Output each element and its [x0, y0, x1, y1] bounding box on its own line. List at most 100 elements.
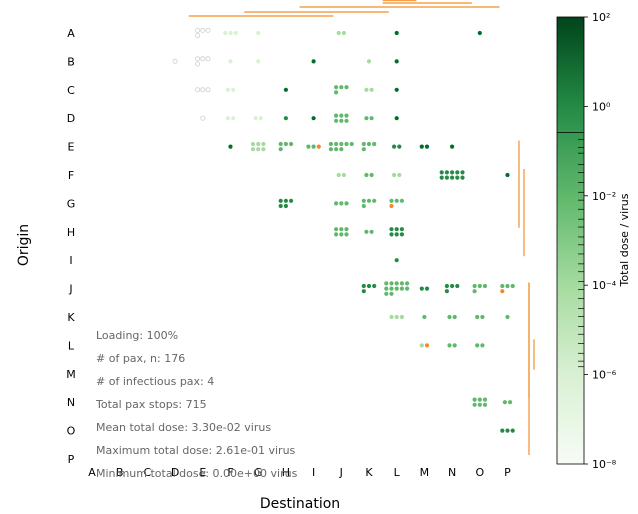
passenger-dot	[361, 283, 366, 289]
passenger-dot	[369, 229, 374, 234]
passenger-dot	[419, 286, 424, 291]
passenger-dot	[482, 402, 488, 407]
passenger-dot	[256, 141, 261, 147]
passenger-dot	[344, 118, 349, 123]
passenger-dot	[472, 402, 477, 407]
passenger-dot	[475, 314, 480, 320]
passenger-dot	[477, 283, 482, 289]
passenger-dot	[311, 116, 316, 121]
passenger-dot	[250, 147, 256, 152]
passenger-dot	[389, 291, 394, 296]
passenger-dot	[278, 141, 283, 147]
passenger-dot	[505, 428, 510, 433]
passenger-dot	[364, 229, 369, 234]
passenger-dot	[452, 314, 457, 320]
passenger-dot	[450, 144, 455, 149]
passenger-dot	[439, 170, 444, 175]
x-tick-f: F	[227, 466, 233, 479]
info-pax: # of pax, n: 176	[96, 352, 185, 365]
x-tick-c: C	[144, 466, 152, 479]
passenger-dot	[344, 113, 349, 118]
passenger-dot	[334, 90, 339, 95]
passenger-dot	[339, 147, 344, 152]
passenger-dot	[389, 227, 394, 232]
passenger-dot	[369, 172, 374, 178]
passenger-dot	[341, 172, 346, 178]
passenger-dot	[472, 397, 477, 402]
passenger-dot	[278, 198, 283, 203]
passenger-dot	[256, 147, 261, 152]
passenger-dot	[455, 175, 460, 180]
y-tick-n: N	[67, 396, 75, 409]
passenger-dot	[339, 85, 344, 90]
passenger-dot	[366, 198, 372, 203]
passenger-dot	[399, 281, 404, 286]
passenger-dot	[399, 198, 404, 203]
y-tick-c: C	[67, 84, 75, 97]
passenger-dot	[344, 141, 349, 147]
y-tick-o: O	[67, 425, 76, 438]
x-tick-j: J	[339, 466, 343, 479]
passenger-dot	[339, 232, 344, 237]
passenger-dot	[278, 147, 283, 152]
passenger-dot	[510, 283, 515, 289]
passenger-dot	[397, 144, 402, 149]
infectious-passenger-dot	[424, 343, 430, 348]
passenger-dot	[389, 286, 394, 291]
passenger-dot	[384, 286, 389, 291]
info-min-dose: Minimum total dose: 0.00e+00 virus	[96, 467, 298, 480]
passenger-dot	[384, 291, 389, 296]
passenger-dot	[444, 175, 449, 180]
passenger-dot	[231, 116, 236, 121]
passenger-dot	[372, 198, 377, 203]
passenger-dot	[508, 400, 513, 405]
passenger-dot	[394, 314, 399, 320]
y-tick-l: L	[68, 339, 75, 352]
passenger-dot	[366, 59, 372, 64]
passenger-dot	[311, 144, 316, 149]
passenger-dot	[261, 141, 266, 147]
passenger-dot	[397, 172, 402, 178]
passenger-dot	[334, 85, 339, 90]
info-mean-dose: Mean total dose: 3.30e-02 virus	[96, 421, 271, 434]
passenger-dot	[394, 286, 399, 291]
passenger-dot	[505, 283, 510, 289]
top-route-segments	[188, 0, 500, 17]
passenger-dot	[394, 232, 399, 237]
passenger-dot	[389, 314, 394, 320]
y-tick-i: I	[69, 254, 72, 267]
passenger-dot	[366, 141, 372, 147]
passenger-dot	[306, 144, 311, 149]
passenger-dot	[328, 147, 333, 152]
passenger-dot	[480, 314, 485, 320]
passenger-dot	[405, 281, 410, 286]
colorbar-tick-label: 10⁻²	[592, 190, 616, 203]
info-loading: Loading: 100%	[96, 329, 178, 342]
passenger-dot	[334, 147, 339, 152]
passenger-dot	[223, 30, 228, 36]
x-tick-k: K	[365, 466, 373, 479]
x-tick-d: D	[171, 466, 179, 479]
colorbar-tick-label: 10⁻⁴	[592, 279, 617, 292]
passenger-dot	[334, 113, 339, 118]
passenger-dot	[399, 232, 404, 237]
passenger-dot	[480, 343, 485, 348]
passenger-dot	[419, 343, 424, 348]
passenger-dot	[364, 172, 369, 178]
passenger-dot	[256, 30, 261, 36]
colorbar-label: Total dose / virus	[618, 193, 631, 287]
passenger-dot	[361, 141, 366, 147]
passenger-dot	[477, 402, 482, 407]
passenger-dot	[372, 283, 377, 289]
passenger-dot	[195, 56, 201, 62]
infectious-passenger-dot	[500, 289, 505, 294]
passenger-dot	[369, 116, 374, 121]
passenger-dot	[394, 227, 399, 232]
passenger-dot	[233, 30, 238, 36]
passenger-dot	[460, 170, 465, 175]
info-max-dose: Maximum total dose: 2.61e-01 virus	[96, 444, 296, 457]
passenger-dot	[475, 343, 480, 348]
dose-points	[172, 27, 515, 433]
passenger-dot	[372, 141, 377, 147]
